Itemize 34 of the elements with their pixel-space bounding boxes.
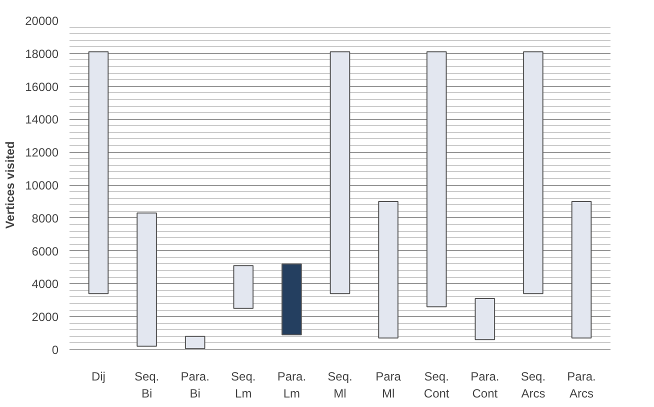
x-tick-label: Para Ml <box>376 370 402 400</box>
x-tick-label: Seq. Lm <box>231 370 256 400</box>
bar <box>426 51 447 308</box>
y-tick-label: 18000 <box>25 46 59 61</box>
y-tick-label: 6000 <box>32 244 59 258</box>
x-tick-label: Seq. Bi <box>134 370 160 400</box>
x-tick-label: Para. Bi <box>180 370 210 400</box>
x-tick-label: Seq. Arcs <box>520 370 546 400</box>
y-tick-label: 10000 <box>25 178 59 192</box>
bar <box>523 51 544 294</box>
y-tick-label: 8000 <box>32 211 59 226</box>
y-tick-label: 16000 <box>25 80 59 94</box>
y-tick-label: 0 <box>52 343 59 357</box>
bar <box>330 51 350 294</box>
bar <box>378 200 398 338</box>
y-tick-label: 12000 <box>25 146 59 160</box>
y-axis-title: Vertices visited <box>3 141 18 229</box>
x-tick-label: Seq. Ml <box>328 370 352 400</box>
x-tick-label: Para. Lm <box>277 370 306 400</box>
x-tick-label: Dij <box>91 370 106 384</box>
bar <box>233 265 254 309</box>
x-tick-label: Seq. Cont <box>424 370 450 400</box>
bar <box>474 298 496 340</box>
y-tick-label: 2000 <box>32 310 59 324</box>
y-tick-label: 4000 <box>32 277 59 292</box>
x-tick-label: Para. Cont <box>470 370 500 400</box>
bar <box>571 200 592 338</box>
y-tick-label: 14000 <box>25 112 59 127</box>
y-tick-label: 20000 <box>25 14 59 28</box>
bar <box>136 212 157 347</box>
bar <box>88 51 109 294</box>
bar <box>184 336 206 350</box>
x-tick-label: Para. Arcs <box>567 370 596 400</box>
bar <box>282 263 302 336</box>
